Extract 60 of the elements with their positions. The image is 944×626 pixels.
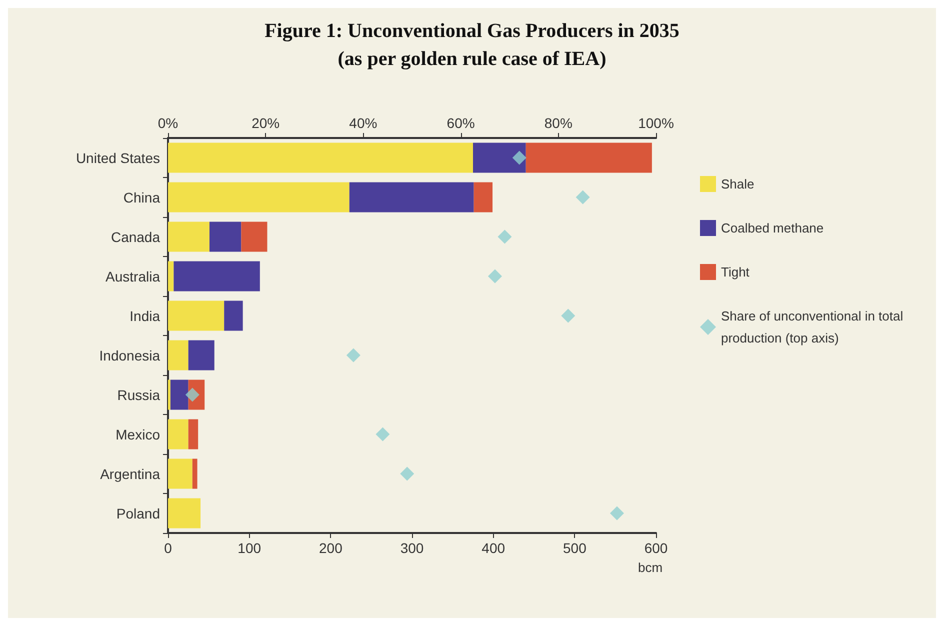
y-tick-label: Canada [110, 228, 160, 245]
bar [168, 222, 210, 252]
y-tick-label: Argentina [100, 466, 160, 482]
y-tick-label: India [130, 308, 160, 324]
x2-tick-label: 40% [349, 115, 378, 131]
point [376, 427, 390, 442]
bar [473, 142, 526, 173]
x-tick-label: 500 [562, 540, 587, 556]
y-tick-label: Indonesia [99, 347, 160, 364]
x2-tick-label: 0% [158, 115, 178, 131]
legend-label: Shale [721, 176, 754, 192]
chart-title: Figure 1: Unconventional Gas Producers in 2035 [264, 20, 680, 42]
bar [192, 458, 198, 489]
bar [170, 380, 188, 410]
bar [241, 222, 268, 252]
point [512, 150, 526, 165]
x-tick-label: 400 [482, 540, 506, 556]
legend-label: Share of unconventional in total production (top axis) [721, 308, 907, 346]
y-tick-label: United States [76, 150, 160, 166]
point [400, 466, 414, 481]
bar [168, 182, 350, 212]
x2-tick-label: 100% [638, 115, 674, 131]
bar [209, 222, 242, 252]
bar [474, 182, 493, 212]
point [610, 506, 624, 520]
point [498, 230, 512, 244]
x2-tick-label: 20% [252, 115, 280, 131]
bar [174, 261, 260, 292]
legend-label: Coalbed methane [721, 220, 824, 236]
bar [168, 458, 192, 489]
bar [168, 300, 224, 331]
x-tick-label: 100 [238, 540, 262, 556]
y-tick-label: Australia [106, 268, 160, 284]
x-tick-label: 200 [318, 540, 343, 556]
chart-subtitle: (as per golden rule case of IEA) [338, 48, 606, 70]
y-tick-label: China [123, 189, 160, 206]
x-tick-label: 300 [400, 540, 424, 556]
bar [349, 182, 474, 212]
bar [168, 419, 188, 450]
bar [188, 419, 198, 450]
y-tick-label: Russia [117, 386, 160, 403]
y-tick-label: Poland [116, 505, 160, 522]
bar [168, 340, 188, 370]
point [561, 308, 576, 323]
point [576, 190, 590, 204]
point [488, 269, 502, 284]
x2-tick-label: 60% [446, 115, 475, 131]
bar [526, 142, 652, 173]
bar [168, 261, 174, 292]
point [346, 348, 360, 362]
legend-label: Tight [721, 264, 750, 280]
x-tick-label: 0 [164, 540, 172, 556]
bar [224, 300, 243, 331]
x-axis-title: bcm [638, 560, 663, 575]
x2-tick-label: 80% [544, 115, 572, 131]
bar [188, 340, 214, 370]
y-tick-label: Mexico [116, 426, 160, 442]
bar [168, 142, 473, 173]
x-tick-label: 600 [644, 540, 668, 556]
bar [168, 498, 201, 528]
